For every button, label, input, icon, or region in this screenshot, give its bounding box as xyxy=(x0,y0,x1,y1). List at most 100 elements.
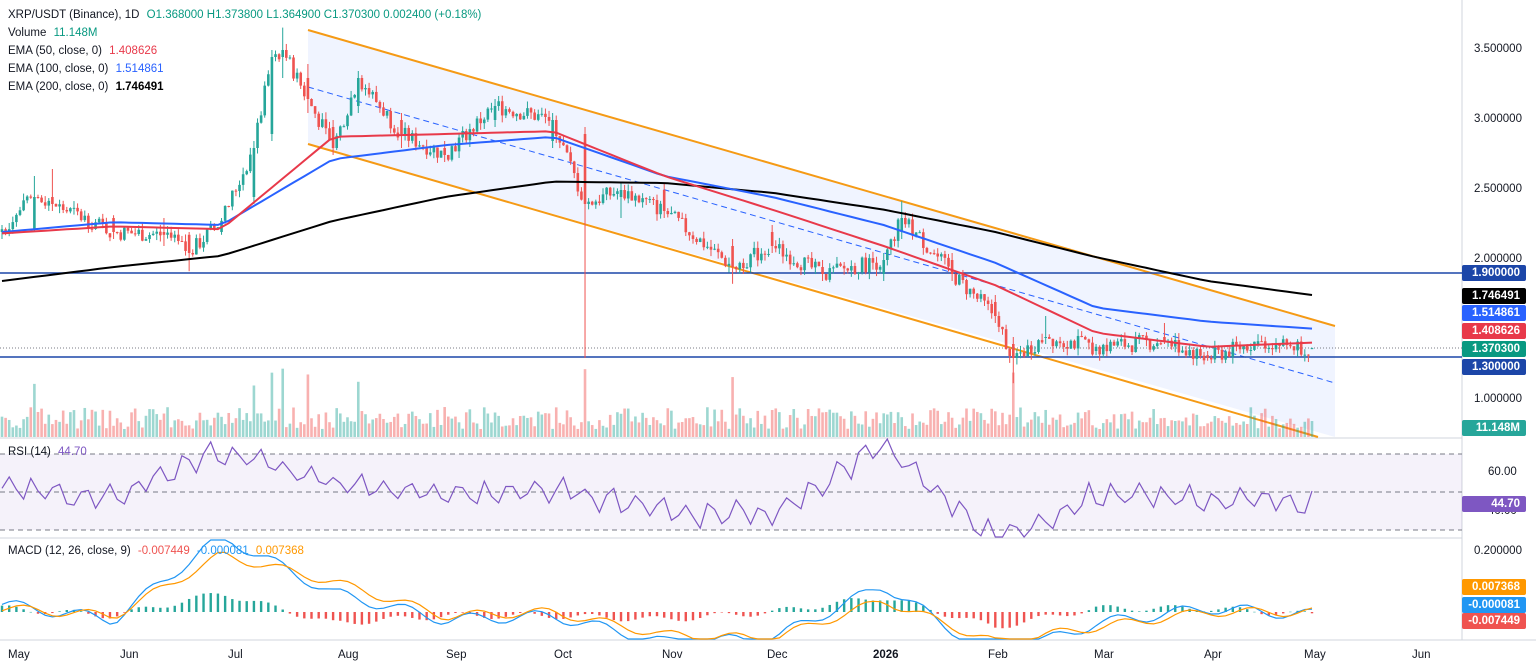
candle-body[interactable] xyxy=(796,263,799,268)
candle-body[interactable] xyxy=(569,152,572,162)
candle-body[interactable] xyxy=(1098,346,1101,355)
candle-body[interactable] xyxy=(864,257,868,273)
candle-body[interactable] xyxy=(544,113,547,117)
candle-body[interactable] xyxy=(860,257,864,273)
candle-body[interactable] xyxy=(1281,339,1285,346)
candle-body[interactable] xyxy=(799,267,803,271)
candle-body[interactable] xyxy=(1069,340,1073,349)
candle-body[interactable] xyxy=(195,238,198,255)
candle-body[interactable] xyxy=(61,204,65,210)
ema50-line[interactable] xyxy=(1,130,1313,348)
candle-body[interactable] xyxy=(126,227,130,231)
candle-body[interactable] xyxy=(526,108,529,116)
candle-body[interactable] xyxy=(968,288,972,295)
candle-body[interactable] xyxy=(288,57,292,59)
candle-body[interactable] xyxy=(202,241,205,248)
candle-body[interactable] xyxy=(511,111,515,117)
candle-body[interactable] xyxy=(997,316,1001,327)
candle-body[interactable] xyxy=(51,197,54,204)
candle-body[interactable] xyxy=(436,147,439,158)
candle-body[interactable] xyxy=(1094,346,1098,351)
candle-body[interactable] xyxy=(1163,337,1166,342)
ema200-line[interactable] xyxy=(1,180,1313,296)
candle-body[interactable] xyxy=(464,131,468,141)
candle-body[interactable] xyxy=(925,247,929,253)
candle-body[interactable] xyxy=(468,129,472,141)
ema100-legend[interactable]: EMA (100, close, 0) 1.514861 xyxy=(8,63,168,75)
candle-body[interactable] xyxy=(241,174,245,185)
candle-body[interactable] xyxy=(159,231,162,236)
candle-body[interactable] xyxy=(662,190,666,211)
candle-body[interactable] xyxy=(1296,341,1299,351)
candle-body[interactable] xyxy=(616,191,619,194)
candle-body[interactable] xyxy=(421,145,425,147)
candle-body[interactable] xyxy=(443,148,446,155)
candle-body[interactable] xyxy=(123,227,126,240)
candle-body[interactable] xyxy=(317,113,321,127)
candle-body[interactable] xyxy=(1145,335,1148,341)
candle-body[interactable] xyxy=(479,118,482,124)
candle-body[interactable] xyxy=(15,214,18,223)
candle-body[interactable] xyxy=(846,268,850,271)
candle-body[interactable] xyxy=(871,258,875,263)
candle-body[interactable] xyxy=(1191,350,1195,359)
candle-body[interactable] xyxy=(177,234,180,241)
candle-body[interactable] xyxy=(612,193,616,196)
candle-body[interactable] xyxy=(911,219,914,236)
ema50-legend[interactable]: EMA (50, close, 0) 1.408626 xyxy=(8,45,161,57)
candle-body[interactable] xyxy=(572,161,576,174)
candle-body[interactable] xyxy=(105,223,108,234)
candle-body[interactable] xyxy=(335,135,338,148)
candle-body[interactable] xyxy=(450,146,454,160)
candle-body[interactable] xyxy=(580,191,583,200)
candle-body[interactable] xyxy=(234,190,238,192)
candle-body[interactable] xyxy=(1206,355,1209,358)
candle-body[interactable] xyxy=(608,187,612,196)
candle-body[interactable] xyxy=(785,254,788,257)
candle-body[interactable] xyxy=(817,261,821,267)
candle-body[interactable] xyxy=(673,211,677,213)
candle-body[interactable] xyxy=(259,115,263,123)
candle-body[interactable] xyxy=(22,200,25,211)
macd-legend[interactable]: MACD (12, 26, close, 9) -0.007449 -0.000… xyxy=(8,545,308,557)
candle-body[interactable] xyxy=(835,263,839,268)
candle-body[interactable] xyxy=(144,239,148,241)
candle-body[interactable] xyxy=(90,228,94,230)
candle-body[interactable] xyxy=(1271,348,1274,350)
candle-body[interactable] xyxy=(875,262,878,270)
candle-body[interactable] xyxy=(533,112,536,120)
candle-body[interactable] xyxy=(760,253,763,261)
candle-body[interactable] xyxy=(490,108,493,110)
candle-body[interactable] xyxy=(40,197,43,203)
candle-body[interactable] xyxy=(1227,351,1231,357)
candle-body[interactable] xyxy=(720,252,724,258)
candle-body[interactable] xyxy=(1299,341,1303,355)
candle-body[interactable] xyxy=(562,142,565,146)
candle-body[interactable] xyxy=(1285,339,1289,346)
candle-body[interactable] xyxy=(277,54,281,60)
candle-body[interactable] xyxy=(256,122,259,148)
candle-body[interactable] xyxy=(1249,349,1253,351)
candle-body[interactable] xyxy=(346,115,349,127)
candle-body[interactable] xyxy=(1047,337,1051,339)
candle-body[interactable] xyxy=(1033,352,1037,354)
candle-body[interactable] xyxy=(72,207,76,209)
candle-body[interactable] xyxy=(986,300,990,304)
candle-body[interactable] xyxy=(184,241,187,251)
candle-body[interactable] xyxy=(472,129,475,132)
candle-body[interactable] xyxy=(972,288,976,294)
candle-body[interactable] xyxy=(169,232,173,238)
candle-body[interactable] xyxy=(781,244,785,257)
candle-body[interactable] xyxy=(684,218,688,233)
candle-body[interactable] xyxy=(623,190,626,199)
candle-body[interactable] xyxy=(1087,339,1091,343)
candle-body[interactable] xyxy=(166,232,169,235)
candle-body[interactable] xyxy=(1213,347,1217,360)
candle-body[interactable] xyxy=(940,254,943,257)
candle-body[interactable] xyxy=(565,145,569,153)
candle-body[interactable] xyxy=(936,253,940,257)
candle-body[interactable] xyxy=(947,257,950,267)
candle-body[interactable] xyxy=(187,234,191,253)
candle-body[interactable] xyxy=(148,235,151,240)
candle-body[interactable] xyxy=(950,260,954,274)
